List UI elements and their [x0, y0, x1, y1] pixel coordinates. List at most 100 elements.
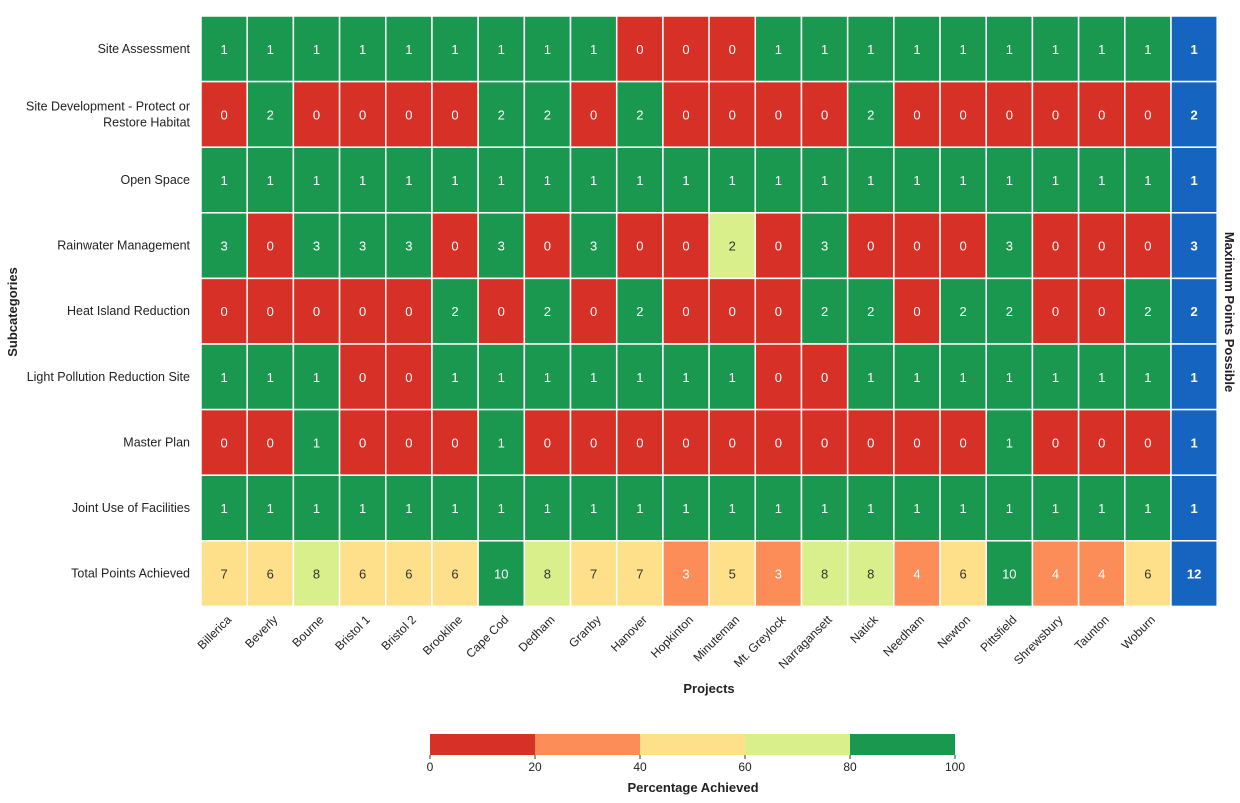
cell-value-label: 1 [1052, 42, 1059, 57]
cell-value-label: 0 [821, 370, 828, 385]
heatmap-cell [200, 212, 248, 280]
max-points-cell [1170, 343, 1218, 411]
cell-value-label: 0 [960, 107, 967, 122]
max-points-value: 1 [1190, 370, 1197, 385]
cell-value-label: 3 [1006, 239, 1013, 254]
cell-value-label: 1 [590, 501, 597, 516]
heatmap-cell [893, 80, 941, 148]
cell-value-label: 1 [867, 501, 874, 516]
heatmap-cell [615, 15, 664, 83]
cell-value-label: 1 [1052, 370, 1059, 385]
heatmap-cell [200, 277, 248, 345]
heatmap-cell [569, 474, 618, 542]
heatmap-cell [754, 277, 803, 345]
cell-value-label: 8 [313, 567, 320, 582]
cell-value-label: 1 [220, 501, 227, 516]
cell-value-label: 0 [729, 304, 736, 319]
cell-value-label: 1 [867, 42, 874, 57]
cell-value-label: 0 [821, 107, 828, 122]
cell-value-label: 0 [1052, 304, 1059, 319]
column-label: Taunton [1072, 613, 1112, 653]
max-points-cell [1170, 80, 1218, 148]
cell-value-label: 1 [405, 173, 412, 188]
cell-value-label: 2 [636, 304, 643, 319]
heatmap-cell [846, 80, 895, 148]
column-label: Newton [935, 613, 974, 652]
cell-value-label: 2 [1144, 304, 1151, 319]
heatmap-cell [523, 80, 572, 148]
cell-value-label: 0 [867, 435, 874, 450]
cell-value-label: 1 [313, 173, 320, 188]
heatmap-cell [800, 540, 849, 608]
cell-value-label: 2 [498, 107, 505, 122]
max-points-value: 1 [1190, 42, 1197, 57]
colorbar-title: Percentage Achieved [627, 780, 758, 795]
cell-value-label: 1 [590, 173, 597, 188]
cell-value-label: 0 [1052, 435, 1059, 450]
heatmap-cell [1124, 408, 1172, 476]
cell-value-label: 1 [451, 42, 458, 57]
heatmap-cell [800, 474, 849, 542]
colorbar-segment [745, 734, 850, 755]
cell-value-label: 0 [1006, 107, 1013, 122]
cell-value-label: 0 [451, 435, 458, 450]
cell-value-label: 1 [1052, 501, 1059, 516]
cell-value-label: 0 [451, 239, 458, 254]
y-axis-title: Subcategories [5, 267, 20, 357]
cell-value-label: 0 [590, 107, 597, 122]
cell-value-label: 1 [498, 42, 505, 57]
cell-value-label: 0 [220, 304, 227, 319]
heatmap-cell [1031, 277, 1080, 345]
heatmap-cell [800, 277, 849, 345]
cell-value-label: 0 [313, 107, 320, 122]
cell-value-label: 0 [267, 435, 274, 450]
heatmap-cell [1124, 343, 1172, 411]
cell-value-label: 2 [544, 304, 551, 319]
cell-value-label: 0 [636, 435, 643, 450]
heatmap-cell [893, 212, 941, 280]
heatmap-cell [662, 343, 710, 411]
row-label: Master Plan [123, 435, 190, 449]
row-labels: Site Assessment Site Development - Protec… [26, 42, 190, 581]
cell-value-label: 1 [636, 370, 643, 385]
heatmap-cell [939, 146, 987, 214]
cell-value-label: 1 [1144, 42, 1151, 57]
cell-value-label: 6 [451, 567, 458, 582]
heatmap-cell [846, 277, 895, 345]
cell-value-label: 0 [775, 304, 782, 319]
cell-value-label: 0 [220, 435, 227, 450]
heatmap-cell [985, 277, 1034, 345]
cell-value-label: 2 [1006, 304, 1013, 319]
cell-value-label: 3 [821, 239, 828, 254]
cell-value-label: 1 [590, 370, 597, 385]
cell-value-label: 8 [867, 567, 874, 582]
cell-value-label: 0 [451, 107, 458, 122]
column-label: Cape Cod [463, 613, 511, 661]
heatmap-cell [893, 15, 941, 83]
heatmap-cell [800, 343, 849, 411]
cell-value-label: 0 [775, 107, 782, 122]
cell-value-label: 2 [267, 107, 274, 122]
heatmap-cell [431, 408, 479, 476]
heatmap-cell [708, 212, 757, 280]
cell-value-label: 1 [313, 501, 320, 516]
heatmap-cell [385, 146, 433, 214]
cell-value-label: 1 [451, 370, 458, 385]
heatmap-cell [431, 146, 479, 214]
cell-value-label: 6 [1144, 567, 1151, 582]
heatmap-cell [615, 212, 664, 280]
heatmap-cell [292, 408, 341, 476]
column-label: Dedham [516, 613, 558, 655]
row-label: Site Assessment [98, 42, 191, 56]
heatmap-cell [662, 277, 710, 345]
heatmap-cell [200, 408, 248, 476]
heatmap-cell [800, 146, 849, 214]
cell-value-label: 0 [913, 107, 920, 122]
cell-value-label: 0 [729, 42, 736, 57]
heatmap-cell [985, 212, 1034, 280]
max-points-value: 12 [1187, 567, 1201, 582]
column-labels: Billerica Beverly Bourne Bristol 1 Bristol 2… [195, 612, 1158, 672]
cell-value-label: 1 [359, 501, 366, 516]
colorbar-tick-label: 100 [945, 760, 965, 774]
